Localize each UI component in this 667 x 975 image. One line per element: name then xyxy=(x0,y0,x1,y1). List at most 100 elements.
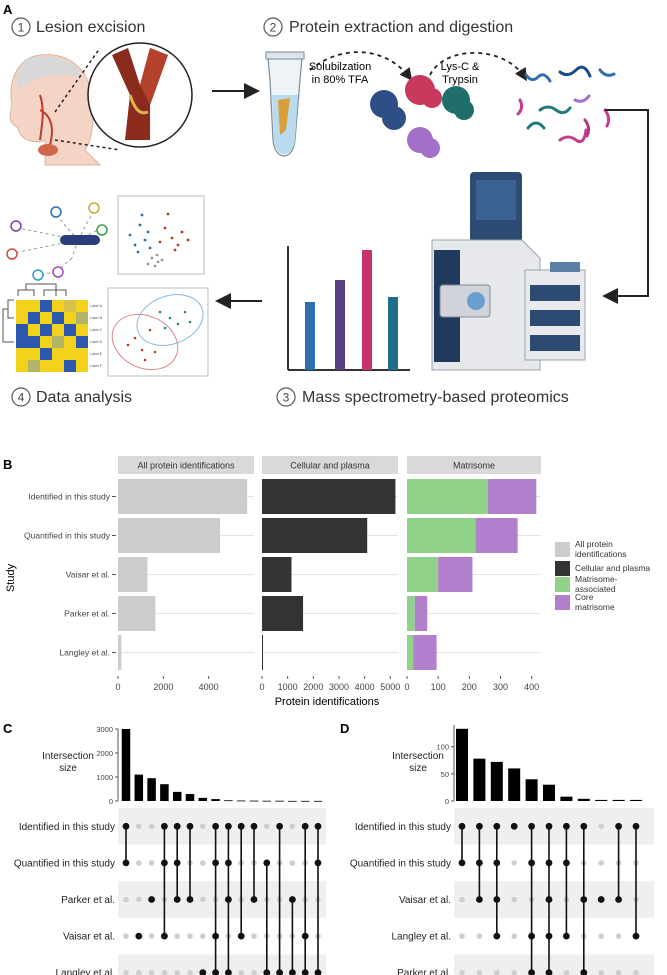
solubilization-label: Solubilzation in 80% TFA xyxy=(309,61,371,86)
set-label: Parker et al. xyxy=(397,968,451,975)
matrix-dot-empty xyxy=(598,969,604,975)
matrix-dot-empty xyxy=(633,969,639,975)
bar-chart-icon xyxy=(287,246,410,371)
matrix-dot-filled xyxy=(135,932,143,940)
matrix-dot-empty xyxy=(598,933,604,939)
intersection-bar xyxy=(121,729,131,801)
step-number-circle xyxy=(276,387,296,407)
x-tick-label: 0 xyxy=(404,682,409,692)
matrix-dot-empty xyxy=(511,969,517,975)
matrix-dot-empty xyxy=(598,860,604,866)
pca-plot-illustration xyxy=(107,287,209,377)
matrix-dot-empty xyxy=(148,933,155,939)
heatmap-row-labels: Label A Label B Label C Label D Label E … xyxy=(90,304,103,368)
heatmap-grid xyxy=(16,300,88,372)
intersection-bar xyxy=(490,761,503,801)
bar xyxy=(118,596,156,631)
facet-strip xyxy=(118,456,254,474)
matrix-dot-filled xyxy=(580,822,588,830)
matrix-dot-empty xyxy=(289,860,296,866)
matrix-dot-filled xyxy=(597,896,605,903)
heatmap-row-label: Label D xyxy=(90,340,103,344)
matrix-row-stripe xyxy=(118,954,326,975)
heatmap-row-label: Label C xyxy=(90,328,103,332)
facet-title: Matrisome xyxy=(453,461,495,471)
x-tick-label: 4000 xyxy=(199,682,219,692)
y-tick-label: Parker et al. xyxy=(64,609,110,619)
x-tick-label: 1000 xyxy=(278,682,298,692)
facet-title: All protein identifications xyxy=(137,461,235,471)
heatmap-row-label: Label F xyxy=(90,364,103,368)
intersection-bar xyxy=(262,800,272,802)
set-label: Vaisar et al. xyxy=(63,932,115,943)
set-label: Vaisar et al. xyxy=(399,895,451,906)
heatmap-row-label: Label E xyxy=(90,352,103,356)
bar xyxy=(407,635,414,670)
matrix-dot-empty xyxy=(264,823,270,830)
matrix-dot-empty xyxy=(174,933,180,939)
matrix-dot-empty xyxy=(238,969,244,975)
matrix-dot-empty xyxy=(459,933,465,939)
matrix-dot-empty xyxy=(251,969,257,975)
matrix-dot-empty xyxy=(123,896,129,903)
matrix-dot-filled xyxy=(122,822,130,830)
bar xyxy=(407,479,489,514)
bar xyxy=(118,557,148,592)
matrix-dot-filled xyxy=(615,822,622,830)
intersection-bar xyxy=(185,794,195,801)
x-tick-label: 4000 xyxy=(355,682,375,692)
intersection-bar xyxy=(577,798,590,801)
set-label: Quantified in this study xyxy=(14,858,115,869)
matrix-dot-empty xyxy=(615,969,622,975)
intersection-bar xyxy=(288,800,297,802)
y-tick-label: 3000 xyxy=(96,725,113,734)
matrix-dot-empty xyxy=(511,933,517,939)
head-illustration xyxy=(9,54,102,166)
x-tick-label: 100 xyxy=(431,682,446,692)
intersection-bar xyxy=(249,800,259,802)
y-tick-label: 0 xyxy=(109,797,113,806)
intersection-bar xyxy=(160,784,169,801)
x-axis-title: Protein identifications xyxy=(275,696,380,708)
artery-magnification xyxy=(54,42,193,151)
matrix-row-stripe xyxy=(454,954,654,975)
y-axis-title: Intersection size xyxy=(42,751,94,774)
matrix-dot-empty xyxy=(200,896,206,903)
protein-blobs xyxy=(370,75,474,158)
y-tick-label: 2000 xyxy=(96,749,113,758)
intersection-bar xyxy=(630,799,642,801)
matrix-dot-empty xyxy=(476,969,483,975)
x-tick-label: 2000 xyxy=(303,682,323,692)
intersection-bar xyxy=(275,800,284,802)
intersection-bar xyxy=(543,784,555,801)
matrix-row-stripe xyxy=(454,808,654,845)
y-tick-label: 0 xyxy=(445,797,449,806)
intersection-bar xyxy=(224,800,233,802)
legend-swatch xyxy=(555,577,570,592)
matrix-dot-empty xyxy=(187,933,193,939)
step-3-heading: 3 Mass spectrometry-based proteomics xyxy=(276,387,569,407)
intersection-bar xyxy=(147,778,156,801)
matrix-dot-empty xyxy=(494,969,500,975)
matrix-dot-filled xyxy=(148,896,156,903)
step-number: 3 xyxy=(283,391,290,405)
panel-letter-b: B xyxy=(3,457,12,472)
step-2-heading: 2 Protein extraction and digestion xyxy=(263,17,513,37)
bar xyxy=(407,557,439,592)
matrix-dot-filled xyxy=(314,822,322,830)
matrix-dot-filled xyxy=(301,822,309,830)
y-tick-label: 50 xyxy=(441,770,449,779)
panel-a: A 1 Lesion excision 2 Protein xyxy=(2,2,649,407)
matrix-dot-filled xyxy=(225,822,232,830)
x-tick-label: 400 xyxy=(524,682,539,692)
y-tick-label: 100 xyxy=(436,743,449,752)
step-number: 2 xyxy=(270,21,277,35)
step-number-circle xyxy=(11,17,31,37)
matrix-dot-filled xyxy=(237,822,245,830)
bar xyxy=(262,635,264,670)
x-tick-label: 0 xyxy=(115,682,120,692)
legend-label: Cellular and plasma xyxy=(575,563,650,573)
intersection-bar xyxy=(595,799,608,801)
y-tick-label: 1000 xyxy=(96,773,113,782)
legend-label: Core matrisome xyxy=(575,592,615,612)
